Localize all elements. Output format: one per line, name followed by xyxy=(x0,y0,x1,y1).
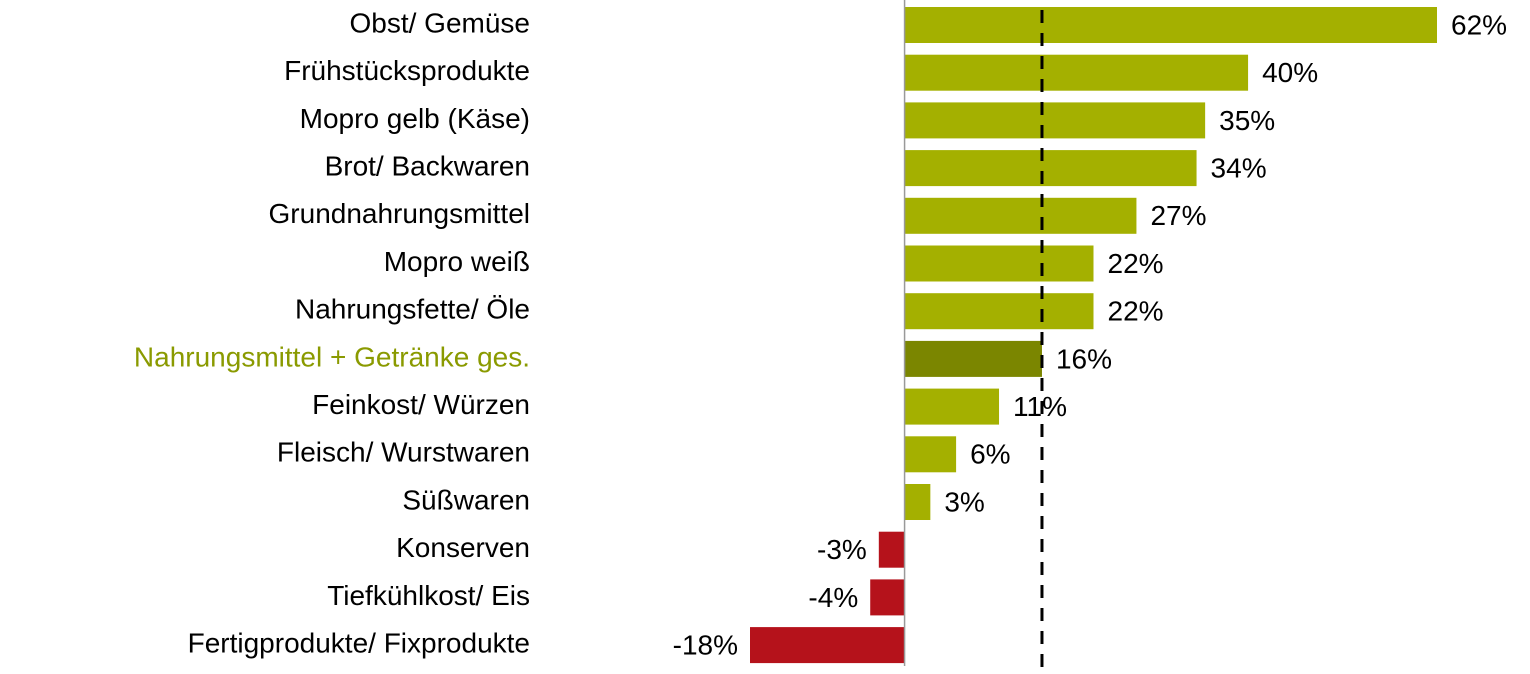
value-label: 6% xyxy=(970,439,1010,470)
category-label: Frühstücksprodukte xyxy=(284,55,530,86)
category-label: Fertigprodukte/ Fixprodukte xyxy=(188,627,530,658)
category-label: Mopro weiß xyxy=(384,246,530,277)
bar xyxy=(870,579,905,616)
bar xyxy=(878,531,905,568)
value-label: -18% xyxy=(673,629,738,660)
value-label: 34% xyxy=(1211,152,1267,183)
category-label: Feinkost/ Würzen xyxy=(312,389,530,420)
value-label: 22% xyxy=(1108,248,1164,279)
category-label: Tiefkühlkost/ Eis xyxy=(327,580,530,611)
category-label: Mopro gelb (Käse) xyxy=(300,103,530,134)
bar xyxy=(904,150,1197,187)
value-label: 16% xyxy=(1056,343,1112,374)
bar xyxy=(904,7,1437,43)
bar xyxy=(904,197,1137,234)
value-label: 40% xyxy=(1262,57,1318,88)
value-label: 62% xyxy=(1451,9,1507,40)
category-label: Fleisch/ Wurstwaren xyxy=(277,437,530,468)
category-label: Nahrungsmittel + Getränke ges. xyxy=(134,341,530,372)
value-label: 27% xyxy=(1150,200,1206,231)
bar xyxy=(904,293,1094,330)
bar xyxy=(750,627,905,664)
category-label: Grundnahrungsmittel xyxy=(269,198,530,229)
bar xyxy=(904,436,957,473)
category-label: Obst/ Gemüse xyxy=(349,7,530,38)
bar xyxy=(904,245,1094,282)
category-label: Süßwaren xyxy=(402,484,530,515)
category-label: Konserven xyxy=(396,532,530,563)
bar xyxy=(904,340,1042,377)
value-label: -3% xyxy=(817,534,867,565)
value-label: 35% xyxy=(1219,105,1275,136)
value-label: 22% xyxy=(1108,296,1164,327)
bar xyxy=(904,102,1206,139)
value-label: 3% xyxy=(944,486,984,517)
category-label: Nahrungsfette/ Öle xyxy=(295,294,530,325)
bar xyxy=(904,54,1249,91)
category-label: Brot/ Backwaren xyxy=(325,150,530,181)
bar xyxy=(904,388,1000,425)
bar xyxy=(904,484,931,520)
value-label: -4% xyxy=(808,582,858,613)
value-label: 11% xyxy=(1013,391,1067,422)
